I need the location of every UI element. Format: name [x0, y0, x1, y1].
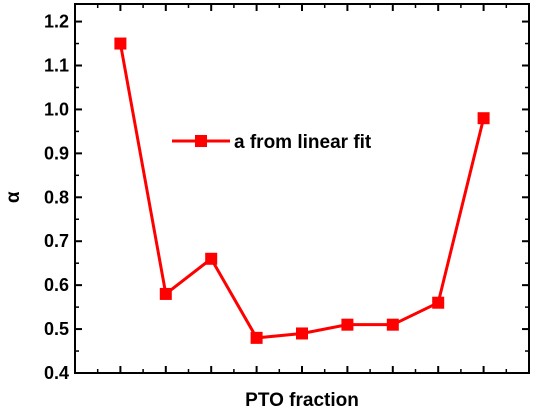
y-tick-label: 0.6: [44, 275, 69, 295]
y-tick-label: 0.9: [44, 143, 69, 163]
data-point: [205, 252, 218, 265]
data-point: [386, 318, 399, 331]
plot-border: [74, 3, 530, 374]
plot-frame: [74, 3, 530, 374]
data-point: [250, 331, 263, 344]
y-tick-label: 1.1: [44, 56, 69, 76]
y-axis-title: α: [3, 191, 24, 203]
x-axis-title: PTO fraction: [245, 390, 359, 411]
data-point: [114, 37, 127, 50]
y-tick-label: 1.2: [44, 12, 69, 32]
data-point: [159, 287, 172, 300]
y-tick-label: 1.0: [44, 99, 69, 119]
axis-ticks: [75, 4, 529, 374]
legend-marker: [195, 135, 207, 147]
data-point: [477, 112, 490, 125]
y-tick-labels: 0.4 0.5 0.6 0.7 0.8 0.9 1.0 1.1 1.2: [44, 12, 69, 383]
y-tick-label: 0.4: [44, 363, 69, 383]
series-line: [118, 43, 486, 340]
y-tick-label: 0.7: [44, 231, 69, 251]
legend-label: a from linear fit: [234, 132, 372, 153]
data-point: [296, 327, 308, 340]
data-point: [432, 296, 445, 309]
y-tick-label: 0.8: [44, 187, 69, 207]
data-point: [341, 318, 354, 331]
legend: a from linear fit: [172, 132, 372, 153]
y-tick-label: 0.5: [44, 319, 69, 339]
series-layer: [114, 37, 490, 344]
